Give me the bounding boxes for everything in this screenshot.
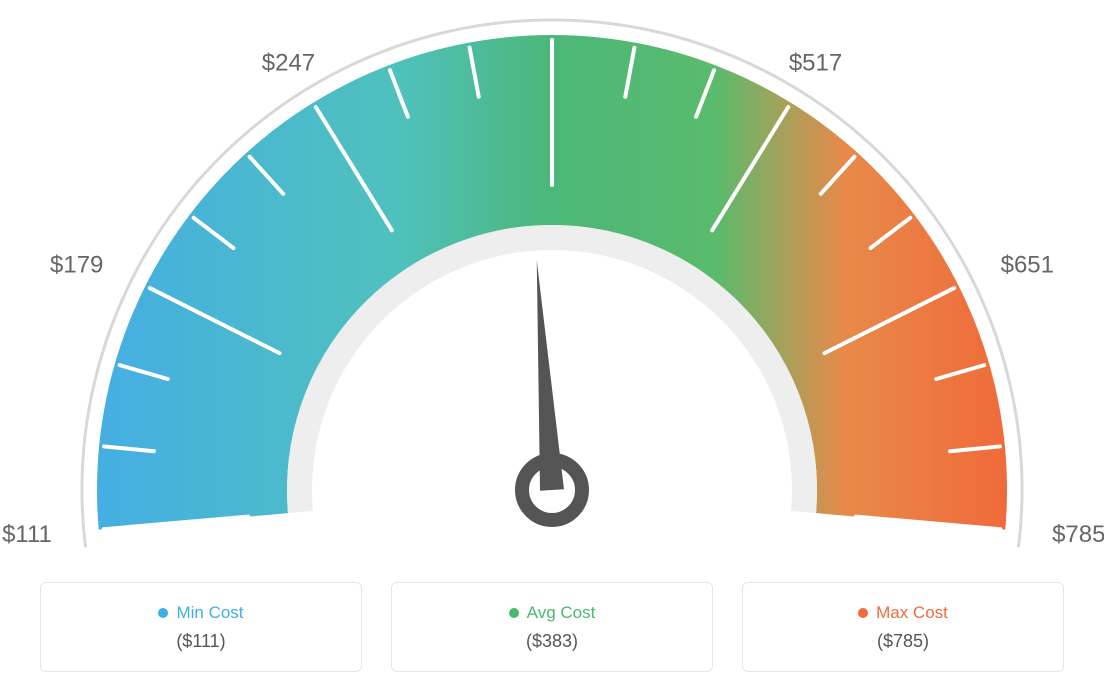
- cost-gauge: $111 $179 $247 $383 $517 $651 $785: [0, 0, 1104, 560]
- legend-dot-icon: [158, 608, 168, 618]
- gauge-tick-label: $247: [262, 50, 315, 77]
- legend-dot-icon: [509, 608, 519, 618]
- legend-value: ($785): [877, 631, 929, 652]
- gauge-tick-label: $651: [1001, 252, 1054, 279]
- gauge-tick-label: $785: [1052, 521, 1104, 548]
- legend-card: Avg Cost ($383): [391, 582, 713, 672]
- legend-dot-icon: [858, 608, 868, 618]
- legend-card: Min Cost ($111): [40, 582, 362, 672]
- gauge-tick-label: $179: [50, 252, 103, 279]
- legend-value: ($111): [176, 631, 225, 652]
- legend-label: Max Cost: [876, 603, 948, 623]
- legend-card: Max Cost ($785): [742, 582, 1064, 672]
- legend-value: ($383): [526, 631, 578, 652]
- legend-row: Min Cost ($111) Avg Cost ($383) Max Cost ($78…: [0, 582, 1104, 672]
- gauge-tick-label: $383: [525, 0, 578, 2]
- legend-label: Avg Cost: [527, 603, 596, 623]
- legend-label: Min Cost: [176, 603, 243, 623]
- gauge-tick-label: $111: [2, 521, 52, 548]
- gauge-tick-label: $517: [789, 50, 842, 77]
